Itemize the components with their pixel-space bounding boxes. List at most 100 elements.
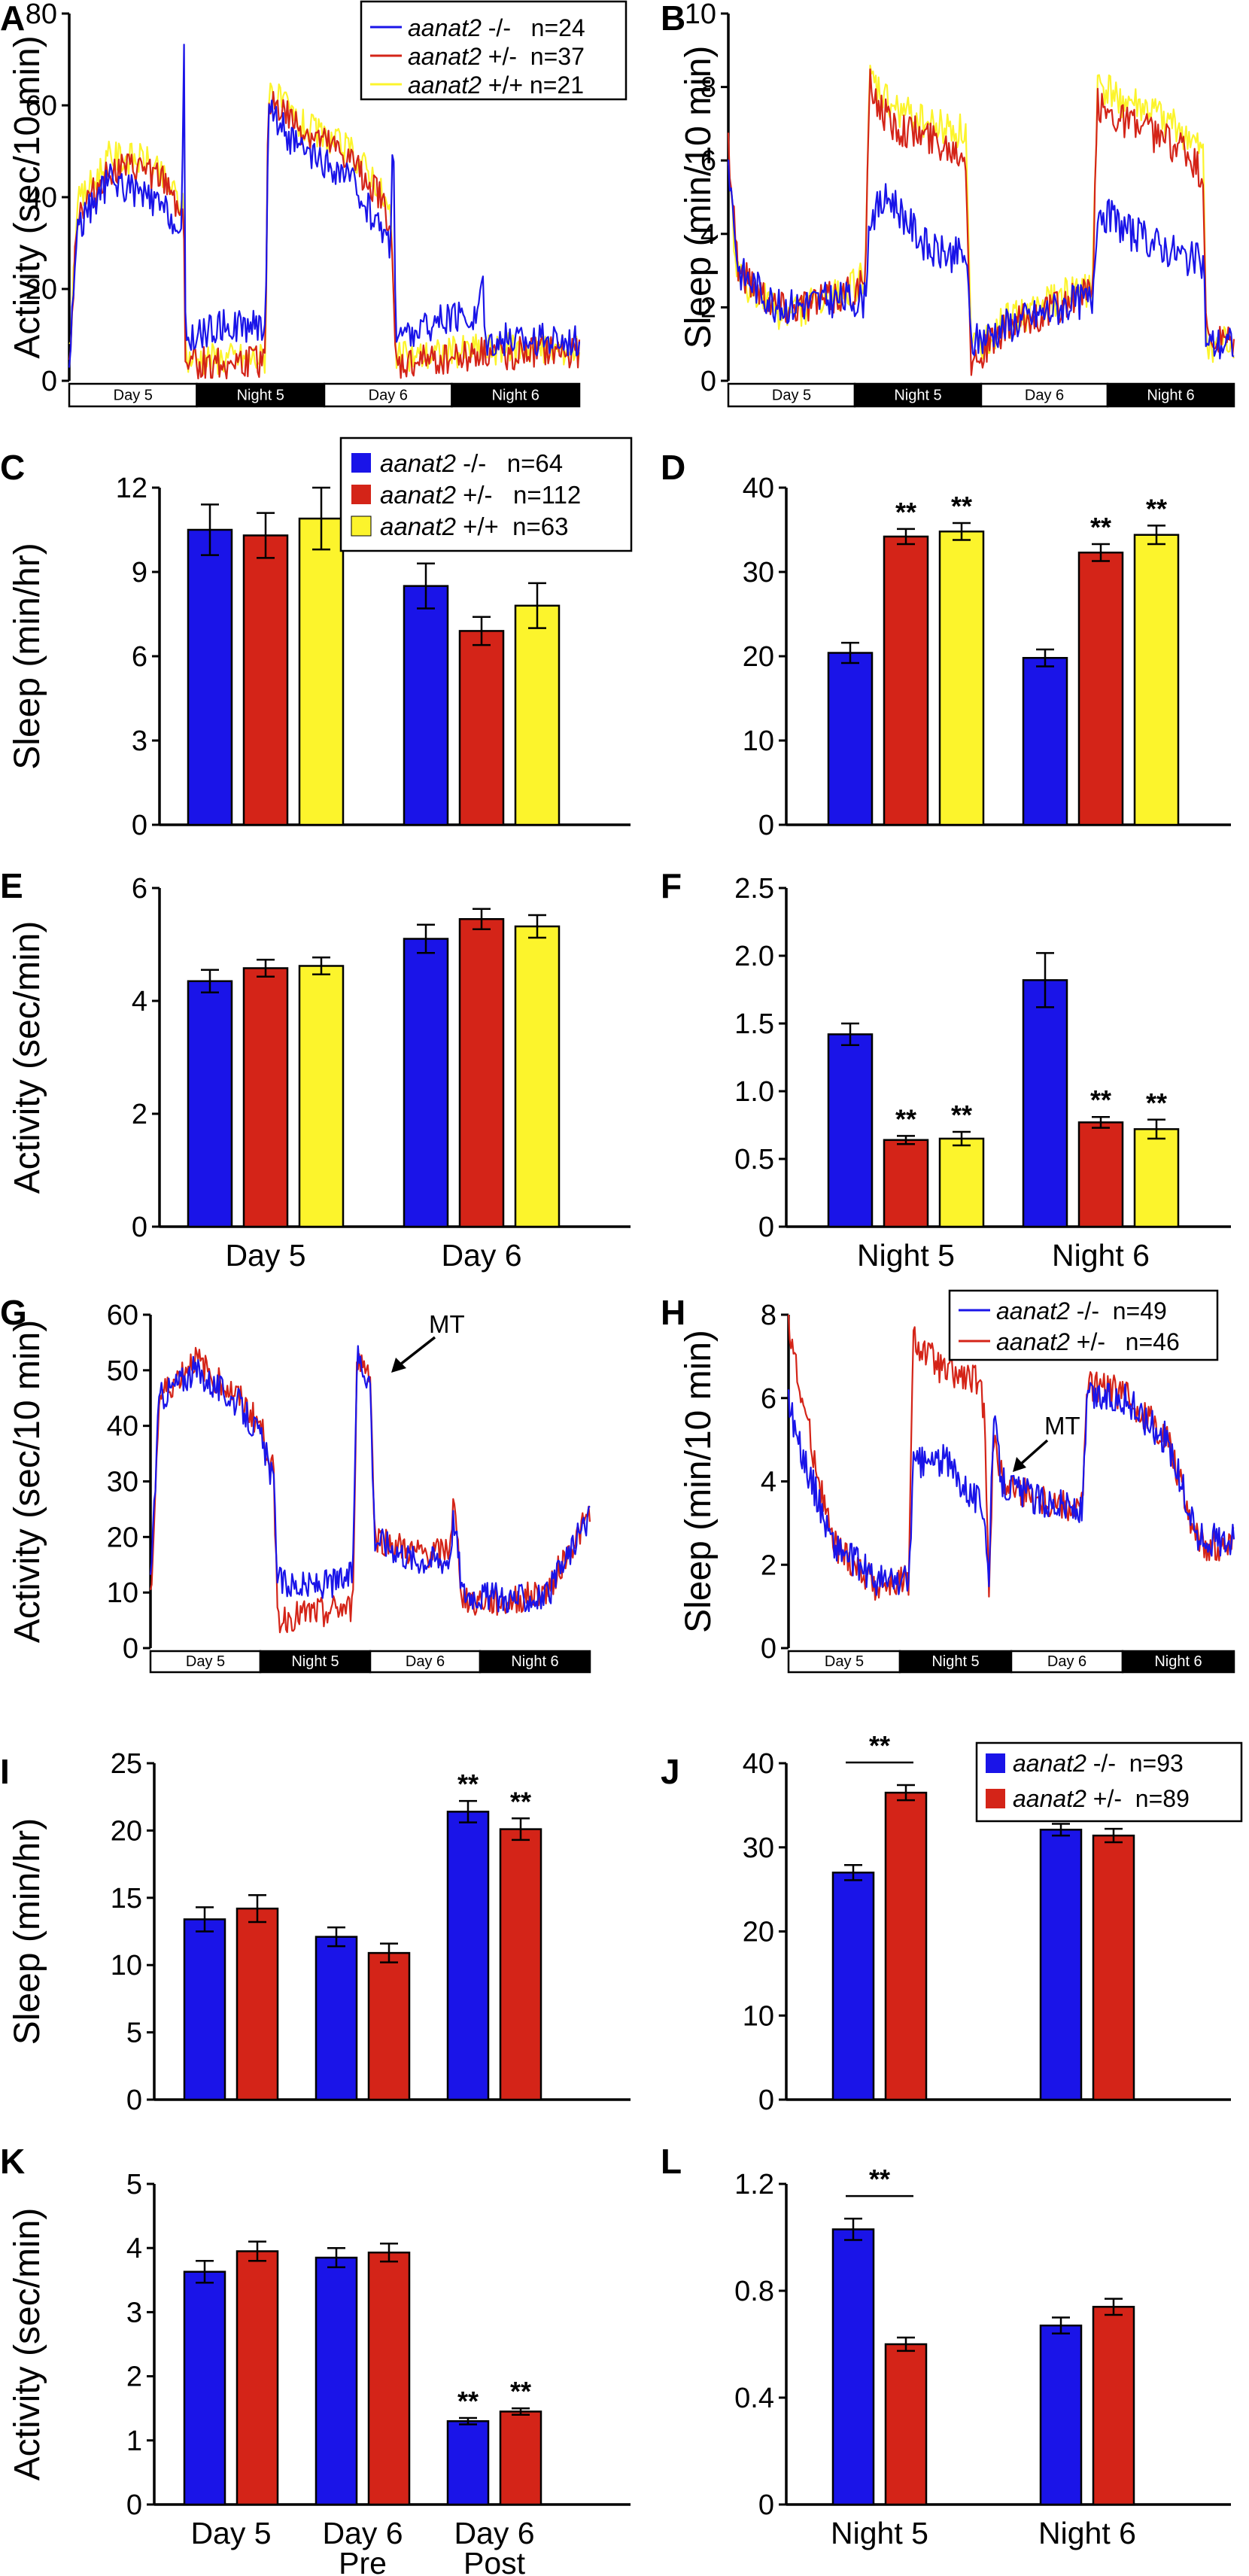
chart-a-activity-trace: 0 20 40 60 80 Activity (sec/10 min) Day 5 Night…: [8, 0, 581, 408]
chart-k-bar-aanat2-2: [446, 2419, 490, 2506]
panel-letter-i: I: [0, 1752, 10, 1791]
chart-k-y-axis-title: Activity (sec/min): [8, 2208, 47, 2481]
chart-c-bar-aanat2-n-63-1: [514, 604, 561, 826]
chart-f-y-tick-label: 2.0: [734, 941, 774, 972]
chart-l-category-label: Night 6: [1038, 2516, 1136, 2550]
panel-letter-h: H: [661, 1293, 685, 1332]
chart-c-y-tick-label: 9: [132, 557, 147, 588]
chart-f-significance: **: [1090, 1084, 1111, 1115]
chart-d-significance: **: [895, 497, 916, 528]
chart-e-y-tick-label: 4: [132, 986, 147, 1017]
chart-f-category-label: Night 5: [857, 1238, 955, 1273]
chart-l-y-tick-label: 1.2: [734, 2169, 774, 2200]
chart-h-sleep-trace-mt: 0 2 4 6 8 Sleep (min/10 min) Day 5 Night 5 Day 6…: [679, 1300, 1235, 1674]
chart-h-period-night-5: [898, 1650, 1013, 1674]
chart-i-y-tick-label: 15: [111, 1883, 142, 1915]
chart-f-bar-aanat2-1: [1133, 1128, 1180, 1228]
chart-a-y-tick-label: 80: [26, 0, 57, 30]
legend-j-entry-het: aanat2 +/- n=89: [1013, 1785, 1190, 1812]
chart-k-significance: **: [457, 2386, 479, 2416]
chart-e-bar-aanat2-0: [187, 980, 233, 1228]
chart-d-night-sleep-bars: 0 10 20 30 40 ** ** ** **: [743, 473, 1231, 841]
chart-k-y-tick-label: 5: [126, 2169, 142, 2200]
legend-a-entry-wt: aanat2 +/+ n=21: [408, 71, 584, 99]
legend-j-swatch-ko: [986, 1753, 1005, 1773]
chart-h-y-tick-label: 2: [761, 1550, 776, 1581]
chart-f-significance: **: [1146, 1087, 1167, 1118]
legend-h-entry-ko: aanat2 -/- n=49: [996, 1297, 1167, 1324]
chart-l-significance: **: [869, 2164, 890, 2194]
chart-g-period-label: Night 5: [291, 1653, 339, 1670]
chart-k-category-label: Pre: [339, 2546, 387, 2576]
chart-k-bar-aanat2-0: [183, 2270, 226, 2506]
chart-l-bar-aanat2-0: [831, 2228, 875, 2506]
chart-b-y-tick-label: 2: [700, 292, 716, 324]
chart-i-significance: **: [457, 1769, 479, 1799]
legend-c-swatch-ko: [351, 453, 371, 473]
chart-h-y-tick-label: 4: [761, 1467, 776, 1498]
chart-j-bar-aanat2-n-89-0: [884, 1791, 928, 2101]
chart-b-period-day-6: [980, 382, 1109, 408]
chart-f-bar-aanat2-0: [938, 1137, 985, 1228]
chart-k-y-tick-label: 4: [126, 2233, 142, 2264]
chart-g-y-tick-label: 10: [107, 1577, 138, 1609]
chart-f-bar-aanat2-0: [827, 1033, 874, 1228]
chart-b-series-aanat2: [727, 68, 1235, 376]
chart-k-y-tick-label: 1: [126, 2425, 142, 2457]
panel-letter-c: C: [0, 448, 25, 487]
legend-a-box: [360, 0, 628, 101]
legend-c: aanat2 -/- n=64 aanat2 +/- n=112 aanat2 …: [339, 436, 633, 552]
chart-c-y-tick-label: 3: [132, 725, 147, 757]
annotation-g-label: MT: [429, 1310, 465, 1338]
chart-b-period-label: Night 6: [1147, 388, 1194, 404]
annotation-g-mt: MT: [391, 1310, 465, 1373]
chart-b-period-label: Day 6: [1025, 388, 1064, 404]
chart-g-period-night-5: [259, 1650, 372, 1674]
chart-i-y-tick-label: 20: [111, 1815, 142, 1847]
chart-f-y-tick-label: 0: [758, 1212, 774, 1243]
chart-a-period-label: Day 5: [114, 388, 153, 404]
chart-e-category-label: Day 6: [441, 1238, 521, 1273]
chart-h-period-label: Night 6: [1154, 1653, 1202, 1670]
annotation-h-arrow-head: [1013, 1457, 1026, 1472]
chart-k-bar-aanat2-2: [499, 2410, 542, 2506]
chart-c-bar-aanat2-n-64-1: [403, 585, 449, 826]
chart-f-y-tick-label: 0.5: [734, 1144, 774, 1175]
chart-b-sleep-trace: 0 2 4 6 8 10 Sleep (min/10 min) Day 5 Night 5 Day…: [679, 0, 1235, 408]
chart-e-y-axis-title: Activity (sec/min): [8, 921, 47, 1194]
chart-c-bar-aanat2-n-64-0: [187, 528, 233, 826]
chart-b-y-tick-label: 10: [685, 0, 716, 30]
panel-letter-e: E: [0, 866, 23, 905]
chart-d-bar-aanat2-0: [883, 535, 929, 826]
chart-k-category-label: Day 6: [454, 2516, 534, 2550]
legend-j: aanat2 -/- n=93 aanat2 +/- n=89: [975, 1741, 1243, 1823]
chart-g-y-tick-label: 60: [107, 1300, 138, 1331]
chart-c-day-sleep-bars: 0 3 6 9 12 Sleep (min/hr): [8, 473, 631, 841]
chart-l-bar-aanat2-1: [1039, 2324, 1083, 2506]
legend-j-entry-ko: aanat2 -/- n=93: [1013, 1750, 1184, 1777]
chart-l-bar-aanat2-1: [1092, 2306, 1135, 2506]
chart-a-series-aanat2-n-21: [68, 82, 581, 376]
chart-k-significance: **: [510, 2376, 531, 2407]
chart-d-significance: **: [951, 491, 972, 522]
chart-j-night-sleep-bars-mt: 0 10 20 30 40 **: [743, 1730, 1231, 2116]
chart-f-night-activity-bars: 0 0.5 1.0 1.5 2.0 2.5 ** ** Night 5 ** ** Night 6: [734, 873, 1231, 1273]
chart-k-bar-aanat2-1: [367, 2251, 411, 2506]
chart-l-y-tick-label: 0: [758, 2489, 774, 2521]
chart-f-y-tick-label: 1.0: [734, 1076, 774, 1108]
chart-l-y-tick-label: 0.8: [734, 2276, 774, 2307]
chart-a-period-label: Day 6: [369, 388, 408, 404]
chart-e-y-tick-label: 6: [132, 873, 147, 905]
legend-a-entry-ko: aanat2 -/- n=24: [408, 14, 585, 41]
chart-k-category-label: Post: [463, 2546, 526, 2576]
chart-d-y-tick-label: 10: [743, 725, 774, 757]
chart-i-bar-aanat2-0: [236, 1907, 279, 2101]
chart-j-bar-aanat2-n-93-1: [1039, 1829, 1083, 2101]
chart-f-significance: **: [895, 1103, 916, 1134]
legend-h-entry-het: aanat2 +/- n=46: [996, 1328, 1180, 1355]
chart-b-y-tick-label: 0: [700, 366, 716, 397]
chart-e-y-tick-label: 0: [132, 1212, 147, 1243]
chart-h-series-aanat2-n-49: [787, 1382, 1235, 1596]
chart-c-y-axis-title: Sleep (min/hr): [8, 543, 47, 769]
